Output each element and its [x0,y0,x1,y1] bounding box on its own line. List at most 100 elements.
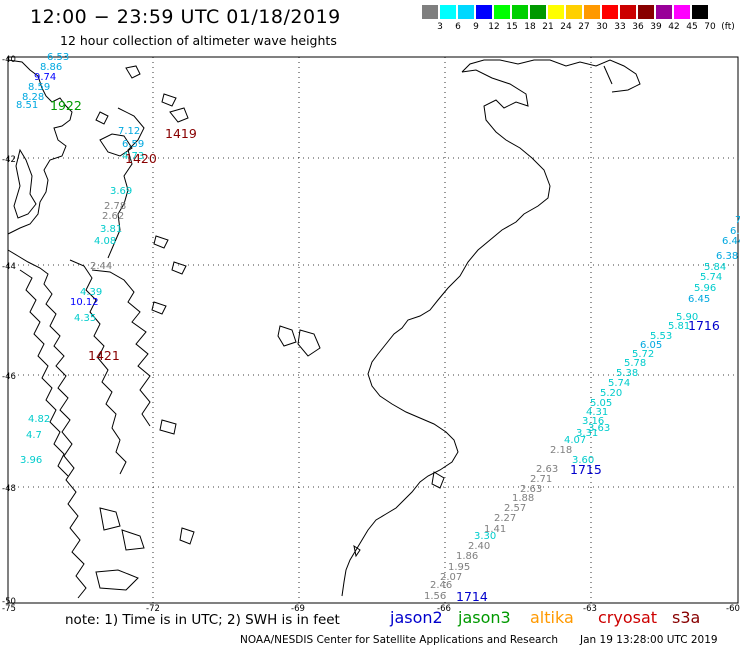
track-value: 6.65 [730,226,740,237]
track-value: 4.07 [564,435,587,446]
track-value: 3.31 [576,428,599,439]
satellite-name: altika [530,608,574,627]
legend-swatch [458,5,474,19]
track-value: 4.31 [586,407,609,418]
legend-label: 39 [650,22,662,32]
track-value: 2.46 [430,580,453,591]
track-value: 5.05 [590,398,613,409]
track-value: 1.88 [512,493,535,504]
legend-swatch [638,5,654,19]
map-frame [7,56,739,604]
legend-label: 70 [704,22,716,32]
track-value: 3.16 [582,416,605,427]
track-value: 2.44 [90,261,113,272]
track-value: 4.82 [28,414,51,425]
track-value: 2.71 [530,474,553,485]
longitude-label: -75 [2,604,16,614]
graticule [8,57,738,603]
latitude-label: -46 [2,372,16,382]
track-pass-label: 1715 [570,462,602,477]
track-value: 1.41 [484,524,507,535]
timestamp: Jan 19 13:28:00 UTC 2019 [580,634,718,646]
legend-label: 45 [686,22,698,32]
track-value: 2.62 [102,211,125,222]
legend-swatch [476,5,492,19]
page-subtitle: 12 hour collection of altimeter wave hei… [60,33,337,48]
track-value: 10.12 [70,297,99,308]
track-pass-label: 1922 [50,98,82,113]
legend-swatch [494,5,510,19]
track-value: 2.63 [520,484,543,495]
track-value: 5.38 [616,368,639,379]
legend-swatch [530,5,546,19]
legend-label: 21 [542,22,554,32]
track-pass-label: 1421 [88,348,120,363]
satellite-name: jason2 [390,608,443,627]
track-value: 5.53 [650,331,673,342]
longitude-label: -66 [437,604,451,614]
legend-swatch [566,5,582,19]
track-value: 7. [735,215,740,226]
legend-swatch [602,5,618,19]
legend-label: 33 [614,22,626,32]
latitude-label: -48 [2,484,16,494]
track-value: 5.96 [694,283,717,294]
satellite-name: s3a [672,608,701,627]
track-value: 4.39 [80,287,103,298]
legend-swatch [422,5,438,19]
track-value: 4.08 [94,236,117,247]
legend-label: 15 [506,22,518,32]
track-value: 8.59 [28,82,51,93]
legend-swatch [674,5,690,19]
satellite-name: jason3 [458,608,511,627]
track-value: 5.74 [700,272,723,283]
latitude-label: -50 [2,597,16,607]
track-value: 5.78 [624,358,647,369]
legend-swatch [620,5,636,19]
track-value: 2.40 [468,541,491,552]
track-value: 3.81 [100,224,123,235]
track-value: 2.57 [504,503,527,514]
track-pass-label: 1716 [688,318,720,333]
latitude-label: -40 [2,55,16,65]
satellite-name: cryosat [598,608,658,627]
track-value: 1.95 [448,562,471,573]
track-value: 5.90 [676,312,699,323]
coastline-chile [7,59,151,599]
legend-label: 27 [578,22,590,32]
track-value: 1.86 [456,551,479,562]
legend-swatch [584,5,600,19]
track-value: 4.7 [26,430,42,441]
legend-label: 12 [488,22,500,32]
track-value: 2.18 [550,445,573,456]
track-value: 2.78 [104,201,127,212]
legend-label: 9 [473,22,479,32]
legend-swatch [656,5,672,19]
track-value: 5.72 [632,349,655,360]
page-title: 12:00 − 23:59 UTC 01/18/2019 [30,6,341,28]
track-value: 9.74 [34,72,57,83]
legend-label: 36 [632,22,644,32]
legend-swatch [692,5,708,19]
track-value: 2.63 [536,464,559,475]
track-value: 8.51 [16,100,39,111]
track-value: 3.63 [588,423,611,434]
legend-swatch [440,5,456,19]
track-value: 3.60 [572,455,595,466]
legend-label: 30 [596,22,608,32]
credit-line: NOAA/NESDIS Center for Satellite Applica… [240,634,558,646]
islands [95,65,361,591]
longitude-label: -72 [146,604,160,614]
track-value: 6.53 [47,52,70,63]
track-value: 5.84 [704,262,727,273]
latitude-label: -42 [2,155,16,165]
track-value: 8.86 [40,62,63,73]
legend-swatch [548,5,564,19]
track-value: 4.35 [74,313,97,324]
track-value: 6.59 [122,139,145,150]
track-value: 6.38 [716,251,739,262]
track-value: 2.07 [440,572,463,583]
track-pass-label: 1419 [165,126,197,141]
track-value: 3.96 [20,455,43,466]
